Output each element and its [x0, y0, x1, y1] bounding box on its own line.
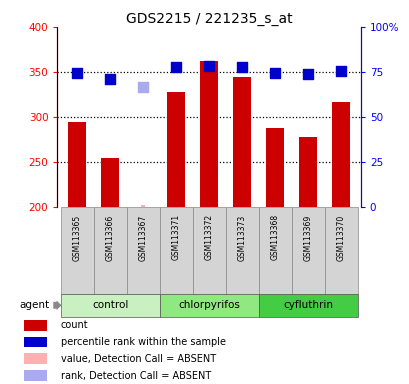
Point — [74, 70, 80, 76]
Bar — [126, 207, 159, 294]
Text: value, Detection Call = ABSENT: value, Detection Call = ABSENT — [61, 354, 216, 364]
Title: GDS2215 / 221235_s_at: GDS2215 / 221235_s_at — [126, 12, 292, 26]
Point — [139, 84, 146, 90]
Bar — [159, 207, 192, 294]
Bar — [166, 92, 185, 207]
Bar — [25, 370, 47, 381]
Text: GSM113371: GSM113371 — [171, 214, 180, 260]
Text: rank, Detection Call = ABSENT: rank, Detection Call = ABSENT — [61, 371, 211, 381]
Bar — [265, 128, 283, 207]
Bar — [298, 137, 316, 207]
Bar — [159, 294, 258, 317]
Text: agent: agent — [19, 300, 49, 310]
Point — [173, 63, 179, 70]
Point — [304, 71, 310, 77]
Bar — [68, 122, 86, 207]
Text: GSM113372: GSM113372 — [204, 214, 213, 260]
Bar — [93, 207, 126, 294]
Point — [238, 63, 245, 70]
Bar — [258, 207, 291, 294]
Text: GSM113365: GSM113365 — [72, 214, 81, 260]
Text: control: control — [92, 300, 128, 310]
Text: percentile rank within the sample: percentile rank within the sample — [61, 337, 225, 347]
Bar — [101, 158, 119, 207]
Bar — [291, 207, 324, 294]
Bar — [258, 294, 357, 317]
Bar — [25, 320, 47, 331]
Bar — [200, 61, 218, 207]
Bar — [331, 102, 349, 207]
Text: GSM113368: GSM113368 — [270, 214, 279, 260]
Bar — [25, 353, 47, 364]
Bar — [141, 205, 145, 207]
Text: chlorpyrifos: chlorpyrifos — [178, 300, 239, 310]
Bar — [61, 294, 159, 317]
Point — [337, 68, 344, 74]
Bar — [192, 207, 225, 294]
Point — [271, 70, 278, 76]
Bar — [232, 76, 251, 207]
Text: GSM113369: GSM113369 — [303, 214, 312, 260]
Text: count: count — [61, 320, 88, 330]
Bar — [61, 207, 93, 294]
Text: GSM113370: GSM113370 — [336, 214, 345, 260]
Point — [107, 76, 113, 82]
Text: GSM113373: GSM113373 — [237, 214, 246, 260]
Bar — [324, 207, 357, 294]
Text: cyfluthrin: cyfluthrin — [282, 300, 332, 310]
Text: GSM113367: GSM113367 — [138, 214, 147, 260]
Bar — [25, 337, 47, 348]
Bar — [225, 207, 258, 294]
Point — [205, 63, 212, 69]
Text: GSM113366: GSM113366 — [106, 214, 115, 260]
